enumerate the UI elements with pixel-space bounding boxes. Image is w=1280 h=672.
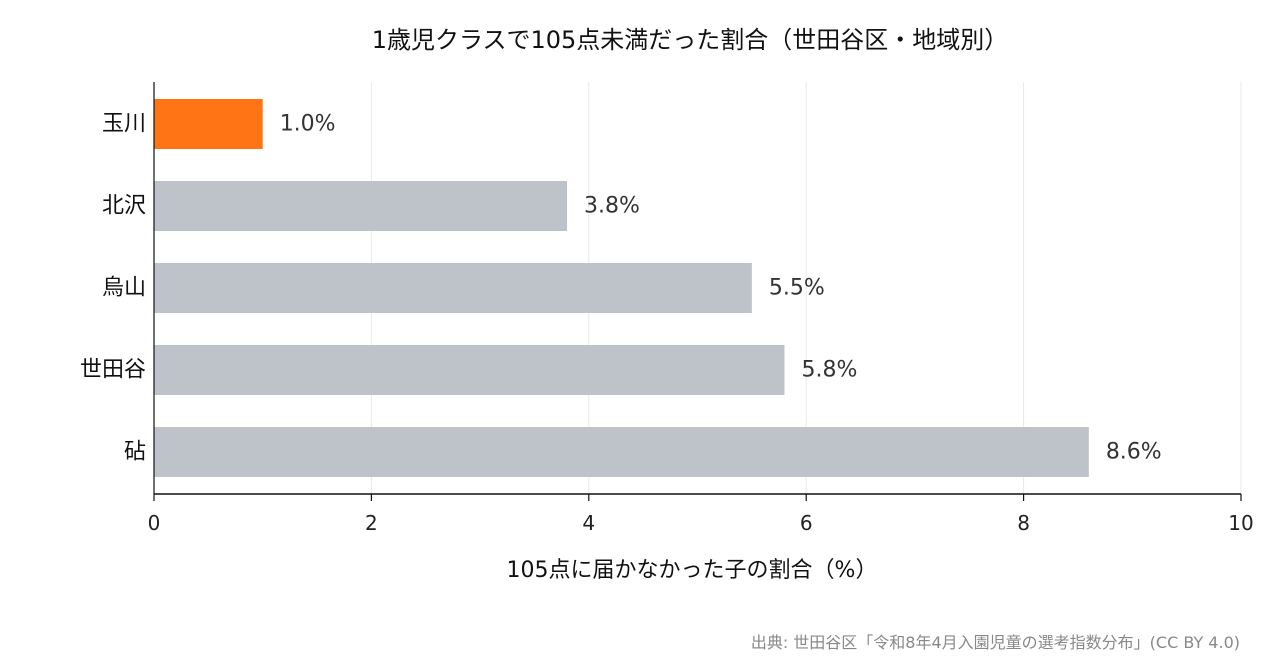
value-label: 5.8%: [801, 358, 857, 383]
x-tick-label: 10: [1228, 511, 1253, 535]
category-label: 北沢: [102, 194, 146, 219]
category-label: 世田谷: [80, 358, 146, 383]
x-tick-label: 4: [582, 511, 595, 535]
chart-title: 1歳児クラスで105点未満だった割合（世田谷区・地域別）: [372, 26, 1009, 54]
bar-4: [154, 427, 1089, 477]
x-tick-label: 0: [148, 511, 161, 535]
value-label: 1.0%: [280, 112, 336, 137]
bar-3: [154, 345, 785, 395]
x-tick-label: 6: [800, 511, 813, 535]
source-text: 出典: 世田谷区「令和8年4月入園児童の選考指数分布」(CC BY 4.0): [751, 633, 1240, 652]
value-label: 8.6%: [1106, 440, 1162, 465]
value-label: 3.8%: [584, 194, 640, 219]
category-label: 玉川: [102, 112, 146, 137]
x-tick-label: 2: [365, 511, 378, 535]
labels-layer: 玉川 1.0% 北沢 3.8% 烏山 5.5% 世田谷 5.8% 砧 8.6%: [80, 112, 1162, 465]
category-label: 砧: [124, 440, 146, 465]
bar-0: [154, 99, 263, 149]
bar-1: [154, 181, 568, 231]
category-label: 烏山: [102, 276, 146, 301]
axis-layer: 0 2 4 6 8 10: [148, 82, 1254, 535]
x-tick-label: 8: [1017, 511, 1030, 535]
x-axis-label: 105点に届かなかった子の割合（%）: [507, 558, 878, 583]
bars-layer: [154, 99, 1089, 477]
value-label: 5.5%: [769, 276, 825, 301]
bar-2: [154, 263, 752, 313]
